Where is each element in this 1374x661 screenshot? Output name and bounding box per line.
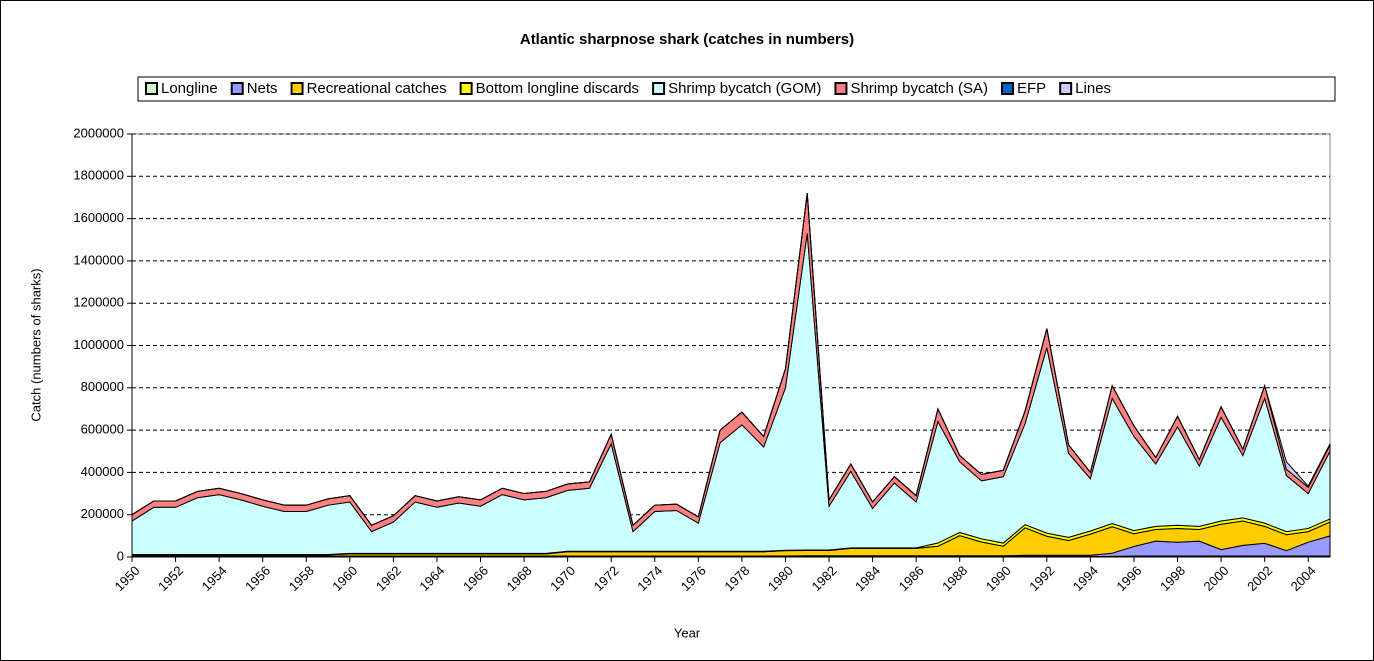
- y-axis-label: Catch (numbers of sharks): [28, 268, 43, 421]
- legend-label: Longline: [161, 80, 218, 97]
- y-tick-label: 600000: [81, 422, 124, 437]
- legend-swatch: [230, 82, 244, 95]
- y-tick-label: 1600000: [73, 210, 124, 225]
- legend-label: Shrimp bycatch (SA): [850, 80, 988, 97]
- y-tick-label: 1800000: [73, 168, 124, 183]
- legend-label: Nets: [247, 80, 278, 97]
- legend-swatch: [1059, 82, 1073, 95]
- y-tick-label: 1400000: [73, 252, 124, 267]
- y-tick-label: 800000: [81, 379, 124, 394]
- legend-label: Lines: [1075, 80, 1111, 97]
- y-tick-label: 2000000: [73, 125, 124, 140]
- legend-swatch: [652, 82, 666, 95]
- legend-swatch: [1000, 82, 1014, 95]
- legend-box: [137, 76, 1336, 102]
- legend-swatch: [834, 82, 848, 95]
- legend-label: Shrimp bycatch (GOM): [668, 80, 821, 97]
- y-tick-label: 1000000: [73, 337, 124, 352]
- chart-title: Atlantic sharpnose shark (catches in num…: [520, 31, 854, 48]
- legend-swatch: [145, 82, 158, 95]
- x-axis-label: Year: [674, 625, 701, 640]
- legend-label: Recreational catches: [307, 80, 447, 97]
- area: [131, 193, 1331, 527]
- legend-swatch: [459, 82, 473, 95]
- y-tick-label: 0: [117, 548, 124, 563]
- y-tick-label: 1200000: [73, 295, 124, 310]
- y-tick-label: 400000: [81, 464, 124, 479]
- legend-swatch: [290, 82, 304, 95]
- y-tick-label: 200000: [81, 506, 124, 521]
- legend-label: EFP: [1017, 80, 1046, 97]
- legend-label: Bottom longline discards: [476, 80, 639, 97]
